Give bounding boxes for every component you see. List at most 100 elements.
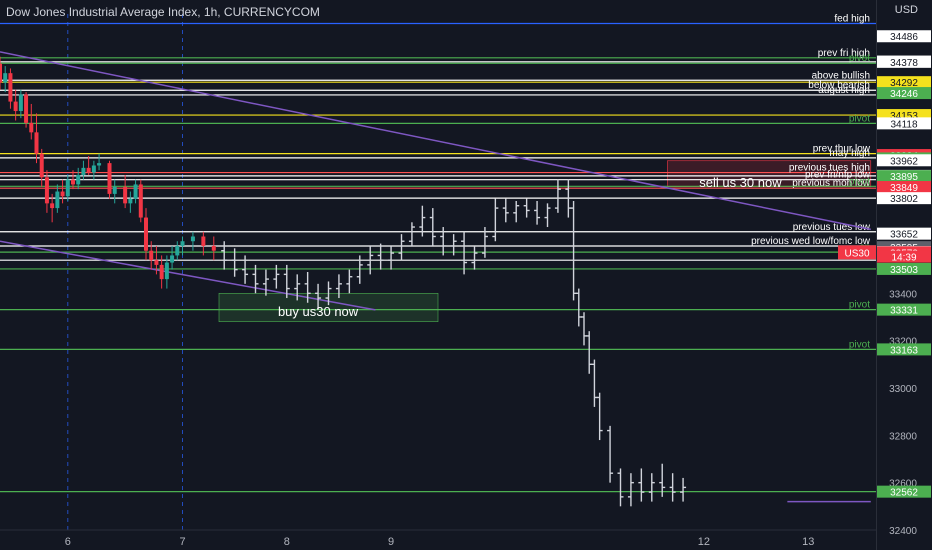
candle-body — [55, 191, 60, 209]
price-tag — [877, 343, 931, 356]
y-tick-label: 33200 — [889, 337, 917, 348]
candle-body — [13, 101, 18, 112]
price-tag-label: 34486 — [890, 32, 918, 43]
candle-body — [24, 94, 29, 123]
price-tag — [877, 250, 931, 263]
candle-body — [159, 264, 164, 280]
y-tick-label: 33400 — [889, 289, 917, 300]
candle-body — [149, 250, 154, 261]
candle-body — [8, 73, 13, 102]
candle-body — [180, 241, 185, 246]
annotation: sell us 30 now — [699, 175, 782, 190]
candle-body — [44, 177, 49, 204]
candle-body — [128, 198, 133, 204]
symbol-tag-label: US30 — [844, 248, 869, 259]
price-tag-label: 14:39 — [891, 253, 916, 264]
x-tick-label: 7 — [179, 536, 185, 548]
level-label: previous wed low/fomc low — [751, 236, 871, 247]
candle-body — [133, 184, 138, 199]
price-tag-label: 32562 — [890, 488, 918, 499]
price-tag — [877, 303, 931, 316]
candle-body — [71, 179, 75, 185]
candle-body — [34, 132, 39, 154]
price-tag-label: 33962 — [890, 156, 918, 167]
candle-body — [211, 245, 216, 251]
price-tag-label: 34292 — [890, 78, 918, 89]
level-label: pivot — [849, 300, 870, 311]
candle-body — [50, 203, 55, 209]
candle-body — [170, 255, 175, 263]
candle-body — [65, 179, 70, 197]
y-tick-label: 32400 — [889, 526, 917, 537]
price-tag-label: 33331 — [890, 306, 918, 317]
level-label: pivot — [849, 53, 870, 64]
price-tag-label: 33895 — [890, 172, 918, 183]
level-label: pivot — [849, 113, 870, 124]
level-label: prev thur low — [813, 144, 871, 155]
price-tag — [877, 485, 931, 498]
price-tag — [877, 154, 931, 167]
candle-body — [107, 163, 112, 194]
candle-body — [190, 236, 195, 242]
candle-body — [112, 186, 117, 194]
candle-body — [154, 260, 159, 265]
candle-body — [164, 262, 169, 280]
price-tag — [877, 55, 931, 68]
level-label: fed high — [834, 13, 870, 24]
price-tag — [877, 262, 931, 275]
price-tag-label: 34246 — [890, 89, 918, 100]
price-tag-label: 33802 — [890, 194, 918, 205]
price-tag-label: 33503 — [890, 265, 918, 276]
level-label: below bearish — [808, 80, 870, 91]
zone-box — [667, 160, 872, 188]
candle-body — [0, 63, 2, 83]
level-label: pivot — [849, 339, 870, 350]
candle-body — [86, 167, 91, 173]
level-label: above bullish — [812, 70, 870, 81]
candle-body — [97, 163, 102, 166]
price-tag — [877, 192, 931, 205]
x-tick-label: 13 — [802, 536, 814, 548]
price-tag-label: 34118 — [890, 119, 918, 130]
candle-body — [123, 186, 128, 204]
symbol-tag — [838, 245, 876, 260]
price-tag-label: 33163 — [890, 345, 918, 356]
trendline — [0, 51, 871, 231]
price-tag — [877, 181, 931, 194]
trendline — [0, 240, 376, 311]
x-tick-label: 12 — [698, 536, 710, 548]
price-tag — [877, 170, 931, 183]
level-label: august high — [818, 85, 870, 96]
candle-body — [3, 73, 8, 83]
price-tag-label: 34153 — [890, 111, 918, 122]
candle-body — [29, 122, 34, 133]
price-tag — [877, 30, 931, 43]
candle-body — [138, 184, 143, 218]
annotation: buy us30 now — [278, 304, 359, 319]
x-tick-label: 8 — [284, 536, 290, 548]
level-label: prev fri/nfp low — [805, 170, 871, 181]
candle-body — [76, 174, 81, 185]
candle-body — [91, 165, 96, 173]
level-label: prev fri high — [818, 48, 870, 59]
x-tick-label: 6 — [65, 536, 71, 548]
price-tag — [877, 117, 931, 130]
level-label: pivot — [849, 176, 870, 187]
candle-body — [175, 245, 180, 256]
y-tick-label: 32600 — [889, 479, 917, 490]
level-label: previous mon low — [792, 178, 871, 189]
candle-body — [60, 191, 65, 197]
price-tag-label: 34378 — [890, 58, 918, 69]
candle-body — [39, 153, 44, 178]
y-tick-label: 32800 — [889, 431, 917, 442]
price-tag-label: 33652 — [890, 230, 918, 241]
price-tag — [877, 87, 931, 100]
candle-body — [18, 94, 23, 112]
level-label: previous tues high — [789, 163, 870, 174]
x-tick-label: 9 — [388, 536, 394, 548]
candle-body — [144, 217, 148, 251]
currency-label: USD — [894, 4, 918, 16]
candle-body — [201, 236, 206, 246]
